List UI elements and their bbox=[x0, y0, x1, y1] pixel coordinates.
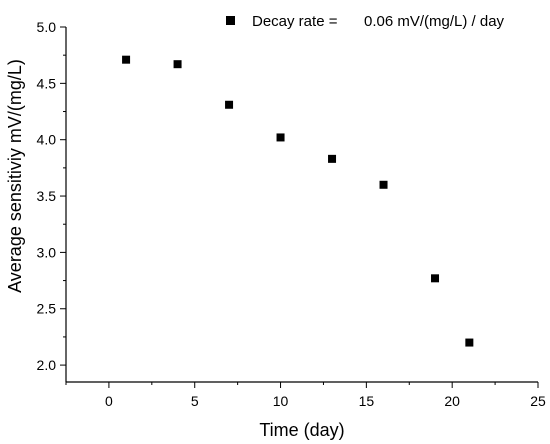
x-tick-label: 20 bbox=[444, 393, 460, 409]
data-point bbox=[122, 55, 131, 64]
y-tick-label: 3.5 bbox=[37, 188, 57, 204]
y-tick-label: 2.0 bbox=[37, 357, 57, 373]
x-tick-label: 0 bbox=[105, 393, 113, 409]
y-tick-label: 4.0 bbox=[37, 132, 57, 148]
y-tick-label: 3.0 bbox=[37, 244, 57, 260]
data-point bbox=[431, 274, 440, 283]
y-tick-label: 4.5 bbox=[37, 75, 57, 91]
legend-marker bbox=[226, 16, 235, 25]
axes bbox=[65, 27, 538, 383]
x-tick-label: 5 bbox=[191, 393, 199, 409]
x-tick-label: 10 bbox=[273, 393, 289, 409]
data-point bbox=[225, 100, 234, 109]
legend: Decay rate = 0.06 mV/(mg/L) / day bbox=[226, 13, 505, 30]
data-points bbox=[122, 55, 474, 347]
data-point bbox=[379, 180, 388, 189]
y-ticks: 2.0 2.5 3.0 3.5 4.0 4.5 5.0 bbox=[37, 19, 66, 373]
y-tick-label: 5.0 bbox=[37, 19, 57, 35]
x-tick-label: 25 bbox=[530, 393, 546, 409]
x-ticks: 0 5 10 15 20 25 bbox=[65, 382, 546, 409]
data-point bbox=[173, 60, 182, 69]
data-point bbox=[328, 154, 337, 163]
x-tick-label: 15 bbox=[359, 393, 375, 409]
y-axis-title: Average sensitiviy mV/(mg/L) bbox=[5, 59, 25, 293]
x-axis-title: Time (day) bbox=[259, 420, 344, 440]
data-point bbox=[465, 338, 474, 347]
legend-value: 0.06 mV/(mg/L) / day bbox=[364, 13, 505, 30]
legend-label: Decay rate = bbox=[252, 13, 338, 30]
y-tick-label: 2.5 bbox=[37, 301, 57, 317]
data-point bbox=[276, 133, 285, 142]
